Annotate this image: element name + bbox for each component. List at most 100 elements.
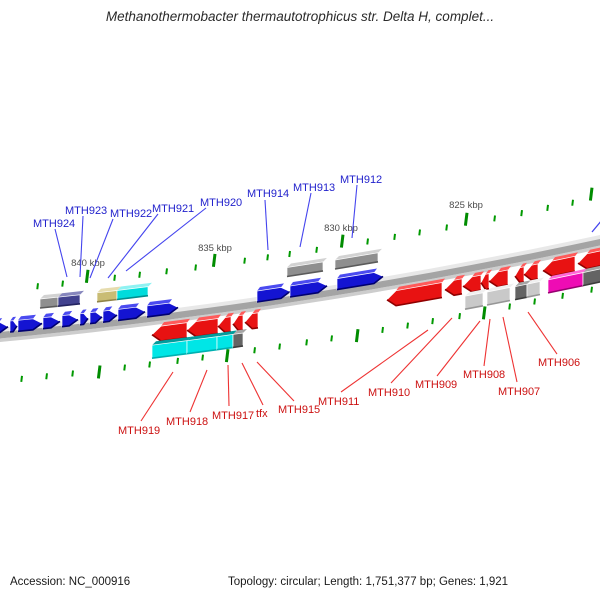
gene-shade [96,298,118,303]
scale-label: 825 kbp [449,200,483,211]
minor-tick [20,375,23,382]
label-leader-line [351,184,358,239]
gene-glyph[interactable] [151,336,191,359]
gene-label[interactable]: MTH922 [110,208,152,220]
gene-body [514,266,525,283]
status-accession: Accession: NC_000916 [10,576,131,588]
gene-label[interactable]: MTH913 [293,182,335,194]
gene-top-face [238,311,246,316]
gene-glyph[interactable] [117,303,146,322]
gene-top-face [152,336,191,346]
gene-glyph[interactable] [334,248,382,270]
label-leader-line [502,316,518,383]
label-leader-line [54,228,68,278]
gene-label[interactable]: MTH923 [65,205,107,217]
gene-glyph[interactable] [232,329,247,349]
scale-tick [339,234,345,248]
gene-top-face [118,303,139,310]
gene-label[interactable]: MTH910 [368,387,410,399]
gene-top-face [217,330,237,337]
gene-label[interactable]: MTH906 [538,357,580,369]
gene-glyph[interactable] [582,264,600,287]
gene-shade [39,305,59,309]
gene-body [480,273,490,290]
gene-top-face [485,269,492,275]
minor-tick [148,361,151,368]
gene-label[interactable]: MTH911 [318,396,359,408]
gene-glyph[interactable] [486,283,514,306]
gene-glyph[interactable] [216,330,237,351]
gene-glyph[interactable] [9,316,18,333]
gene-glyph[interactable] [102,306,118,323]
gene-label[interactable]: MTH914 [247,188,289,200]
gene-glyph[interactable] [39,293,62,309]
gene-glyph[interactable] [547,268,587,294]
gene-label[interactable]: MTH921 [152,203,194,215]
gene-label[interactable]: MTH920 [200,197,242,209]
gene-glyph[interactable] [286,257,327,278]
gene-glyph[interactable] [42,312,61,330]
gene-label[interactable]: MTH908 [463,369,505,381]
label-leader-line [189,369,208,413]
gene-shade [386,296,443,307]
gene-top-face [62,310,73,316]
gene-glyph[interactable] [186,332,221,355]
gene-glyph[interactable] [444,274,465,297]
gene-label[interactable]: MTH907 [498,386,540,398]
minor-tick [36,283,39,290]
gene-label[interactable]: MTH917 [212,410,254,422]
gene-label[interactable]: MTH919 [118,425,160,437]
gene-glyph[interactable] [0,318,9,334]
gene-label[interactable]: MTH909 [415,379,457,391]
gene-glyph[interactable] [79,309,89,326]
gene-glyph[interactable] [386,278,445,307]
gene-glyph[interactable] [464,288,487,310]
gene-top-face [161,318,190,327]
scale-tick [354,328,360,343]
gene-glyph[interactable] [526,277,544,298]
gene-shade [547,284,584,294]
gene-label[interactable]: MTH912 [340,174,382,186]
gene-label[interactable]: MTH924 [33,218,75,230]
gene-label[interactable]: MTH915 [278,404,320,416]
label-leader-line [125,207,207,272]
gene-top-face [40,293,62,299]
gene-top-face [233,329,247,335]
minor-tick [45,373,48,380]
label-leader-line [241,362,264,406]
minor-tick [571,199,574,206]
gene-glyph[interactable] [256,283,291,303]
minor-tick [393,233,396,240]
gene-glyph[interactable] [61,310,79,328]
gene-glyph[interactable] [244,308,261,330]
gene-glyph[interactable] [336,268,384,291]
gene-shade [289,285,328,298]
minor-tick [123,364,126,371]
gene-top-face [531,259,541,266]
scale-tick [588,187,594,201]
gene-top-face [0,318,3,322]
gene-glyph[interactable] [116,282,152,301]
gene-label[interactable]: tfx [256,408,268,420]
gene-top-face [187,332,221,341]
gene-shade [334,261,379,270]
gene-glyph[interactable] [57,290,84,307]
label-leader-line [89,218,114,279]
gene-glyph[interactable] [17,314,43,333]
minor-tick [201,354,204,361]
gene-shade [117,310,146,322]
gene-body [244,312,259,330]
gene-shade [232,345,244,349]
gene-glyph[interactable] [89,308,103,325]
gene-label[interactable]: MTH918 [166,416,208,428]
gene-top-face [337,268,377,279]
gene-glyph[interactable] [146,299,179,318]
gene-shade [151,352,188,359]
gene-shade [61,318,79,328]
minor-tick [253,347,256,354]
gene-glyph[interactable] [289,277,328,298]
gene-top-face [257,283,284,291]
gene-shade [486,299,511,306]
gene-top-face [465,288,487,297]
